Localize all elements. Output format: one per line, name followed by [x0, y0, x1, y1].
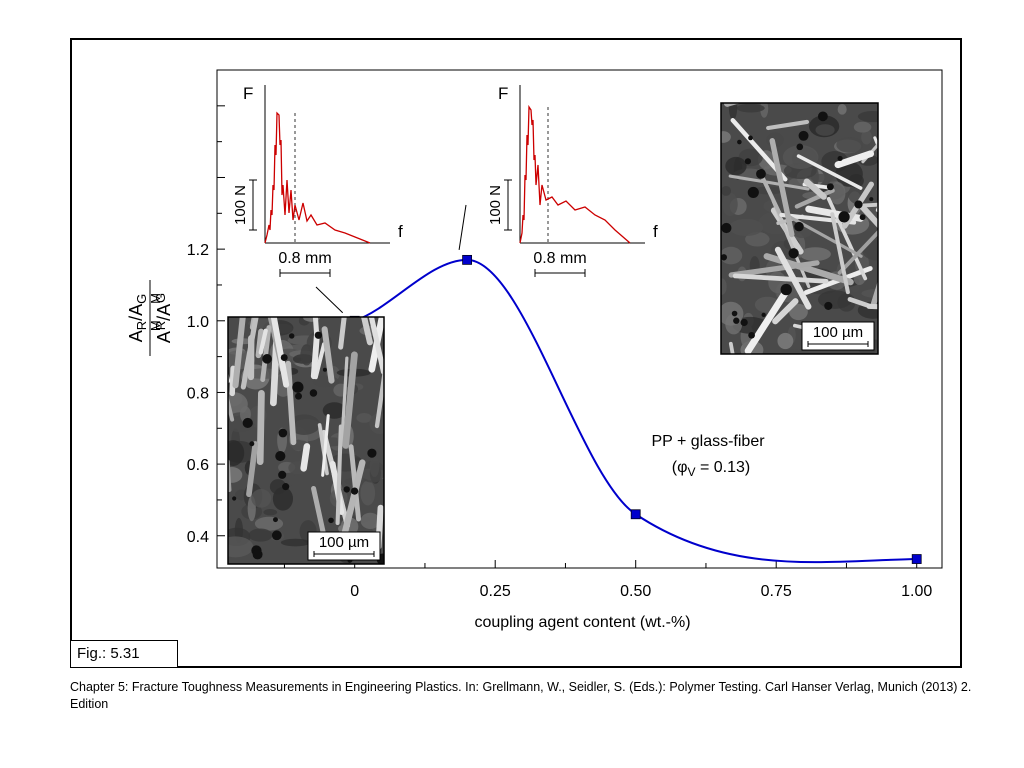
inset-y-label: F [498, 84, 508, 103]
y-tick-label: 1.2 [187, 242, 209, 259]
micrograph-texture [228, 317, 384, 564]
micrograph-scale-label: 100 µm [319, 534, 369, 551]
figure-frame [70, 38, 962, 668]
inset-x-label: f [398, 222, 403, 241]
inset-scale-y-label: 100 N [232, 185, 249, 225]
annotation-material: PP + glass-fiber [651, 433, 765, 450]
figure-caption: Chapter 5: Fracture Toughness Measuremen… [70, 680, 972, 711]
data-point [630, 509, 641, 520]
figure-label: Fig.: 5.31 [70, 640, 178, 668]
micrograph-border [227, 316, 385, 565]
x-tick-label: 0.75 [761, 583, 792, 600]
x-tick-label: 0 [350, 583, 359, 600]
x-tick-label: 0.50 [620, 583, 651, 600]
sem-micrograph-2: 100 µm [720, 102, 879, 355]
x-tick-label: 0.25 [480, 583, 511, 600]
micrograph-border [720, 102, 879, 355]
inset-connector [315, 286, 344, 314]
inset-scale-x-label: 0.8 mm [533, 250, 586, 267]
data-point [462, 254, 472, 265]
sem-micrograph-1: 100 µm [227, 316, 385, 565]
y-tick-label: 0.4 [187, 529, 209, 546]
inset-force-curve [264, 111, 371, 244]
inset-connector [458, 204, 467, 250]
inset-y-label: F [243, 84, 253, 103]
y-tick-label: 1.0 [187, 314, 209, 331]
annotation-volume-fraction: (φV = 0.13) [672, 459, 750, 479]
micrograph-texture [721, 103, 878, 354]
y-label-numerator: AR/AG [126, 294, 149, 343]
y-label-denominator: AMR/AMG [148, 293, 174, 343]
micrograph-scale-label: 100 µm [813, 324, 863, 341]
micrograph-scale-box [307, 531, 381, 561]
force-displacement-inset-2: Ff 100 N 0.8 mm [487, 84, 658, 277]
inset-scale-x-label: 0.8 mm [278, 250, 331, 267]
inset-scale-y-label: 100 N [487, 185, 504, 225]
y-tick-label: 0.8 [187, 385, 209, 402]
series-line [354, 258, 917, 564]
inset-force-curve [519, 104, 631, 244]
micrograph-scale-box [801, 321, 875, 351]
inset-x-label: f [653, 222, 658, 241]
y-tick-label: 0.6 [187, 457, 209, 474]
force-displacement-inset-1: Ff 100 N 0.8 mm [232, 84, 403, 277]
plot-area [216, 69, 943, 569]
x-tick-label: 1.00 [901, 583, 932, 600]
data-point [911, 554, 922, 564]
x-axis-label: coupling agent content (wt.-%) [474, 614, 690, 631]
